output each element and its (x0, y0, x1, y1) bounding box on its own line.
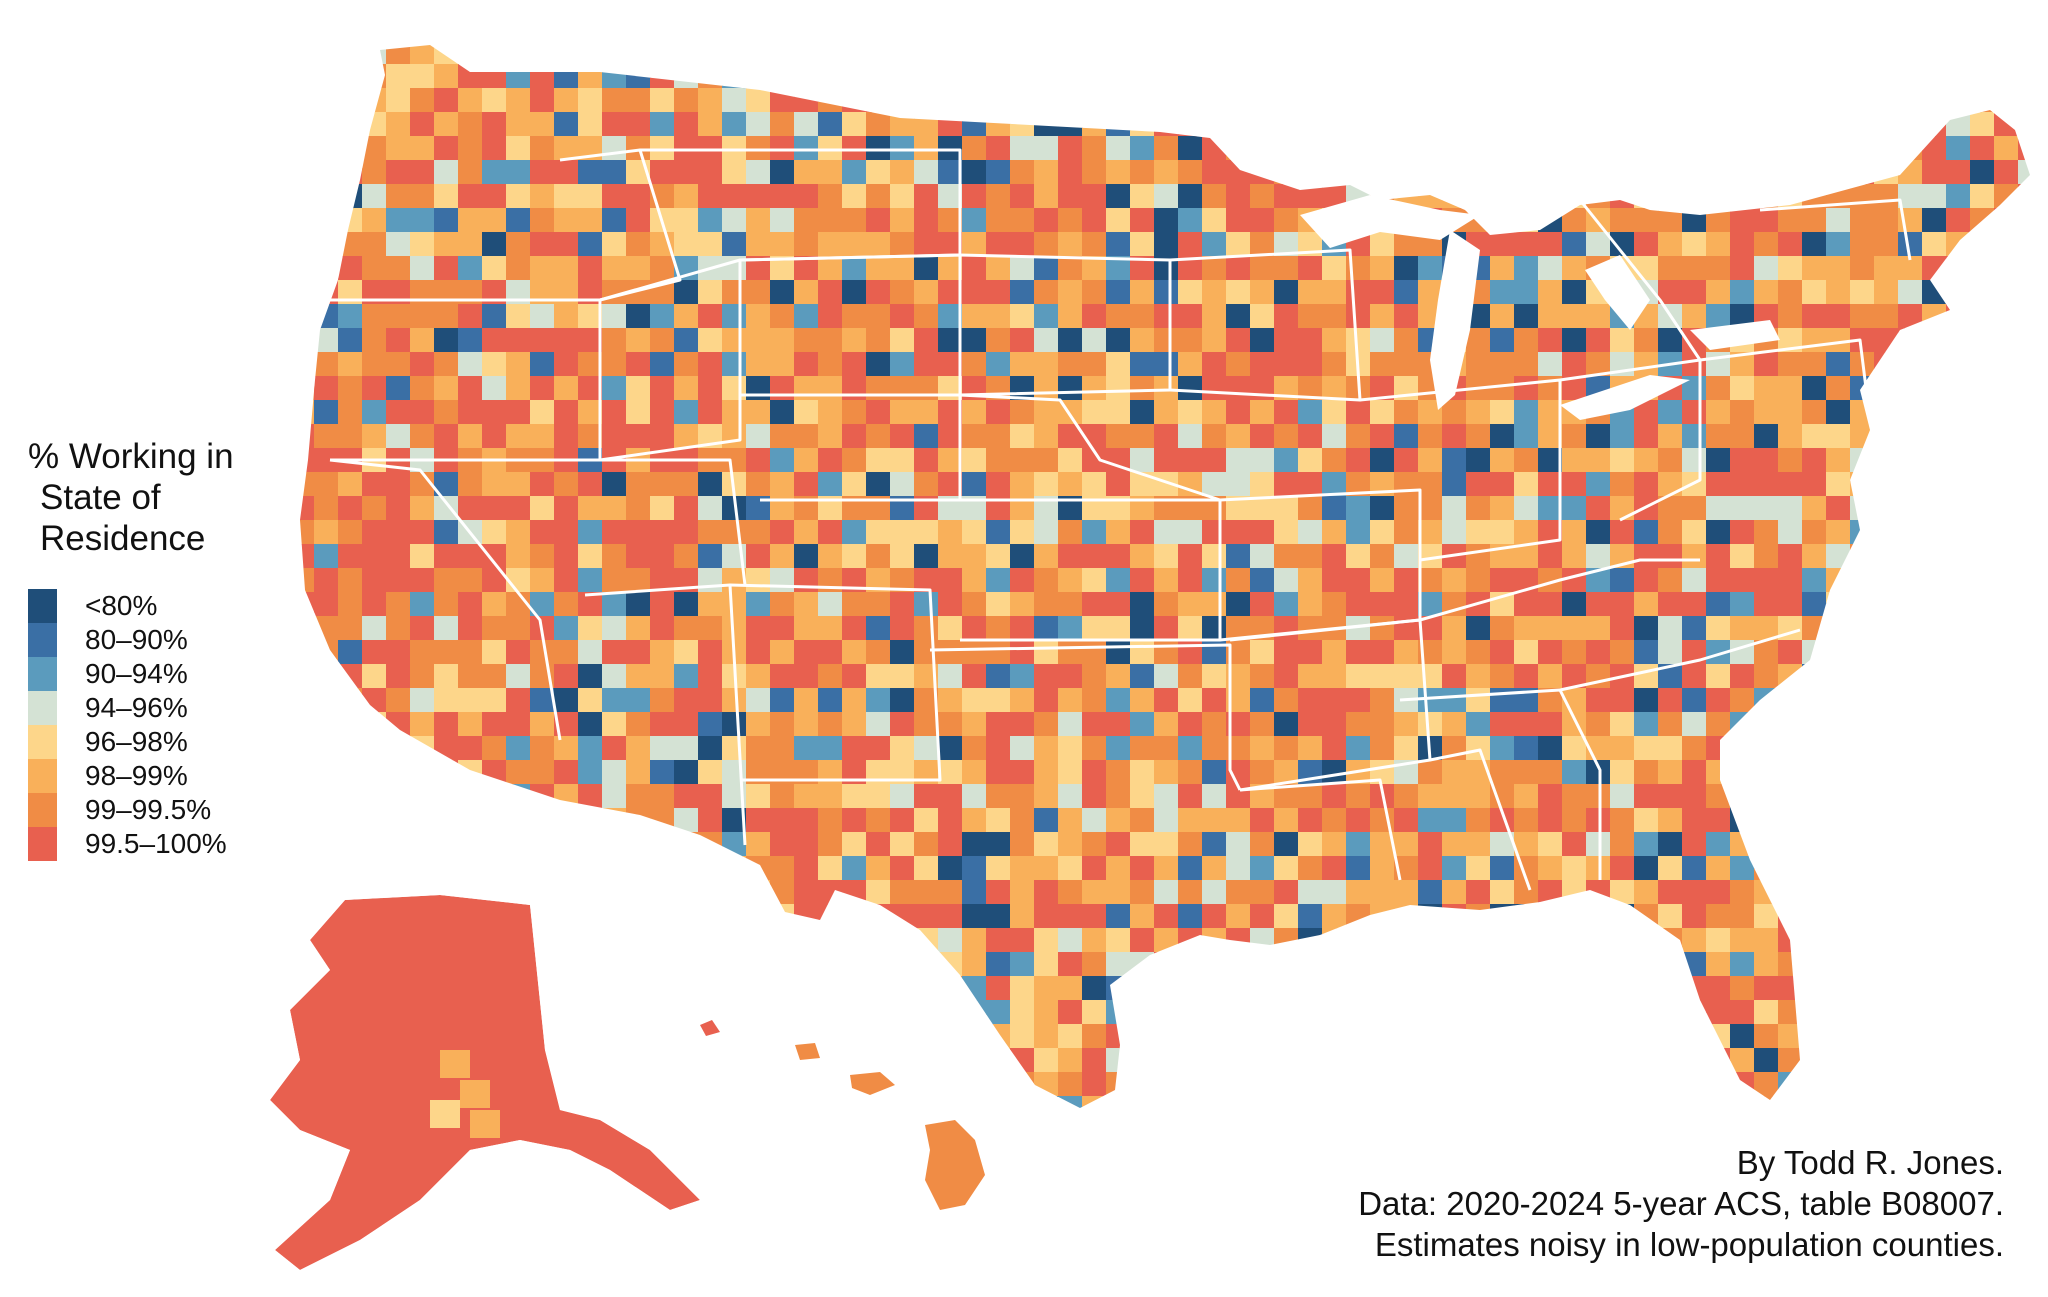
legend-label: <80% (85, 590, 158, 621)
hawaii-island-big-island (925, 1120, 985, 1210)
credit-note: Estimates noisy in low-population counti… (1374, 1226, 2004, 1263)
legend-label: 99–99.5% (85, 794, 212, 825)
alaska-counties (270, 895, 700, 1270)
hawaii-island-oahu (795, 1043, 820, 1060)
credit-author: By Todd R. Jones. (1736, 1144, 2004, 1181)
hawaii-island-kauai (700, 1020, 720, 1036)
legend-label: 94–96% (85, 692, 188, 723)
legend-label: 80–90% (85, 624, 188, 655)
legend-item: 94–96% (28, 691, 234, 725)
great-lakes (1300, 195, 1780, 420)
legend-swatch (28, 691, 57, 725)
legend-swatch (28, 793, 57, 827)
hawaii-island-maui (850, 1072, 895, 1095)
legend-item: 80–90% (28, 623, 234, 657)
legend-title-line-3: Residence (40, 519, 206, 558)
contiguous-us-counties (300, 45, 2030, 1108)
legend-item: <80% (28, 589, 234, 623)
credits: By Todd R. Jones. Data: 2020-2024 5-year… (1358, 1142, 2004, 1265)
hawaii-counties (700, 1020, 985, 1210)
legend-swatch (28, 623, 57, 657)
credit-data-source: Data: 2020-2024 5-year ACS, table B08007… (1358, 1185, 2004, 1222)
legend-swatch (28, 827, 57, 861)
legend-item: 98–99% (28, 759, 234, 793)
legend-title-line-1: % Working in (28, 437, 234, 476)
legend-item: 99.5–100% (28, 827, 234, 861)
legend-swatch (28, 725, 57, 759)
legend-swatch (28, 589, 57, 623)
legend: % Working in State of Residence <80% 80–9… (28, 436, 234, 861)
legend-label: 90–94% (85, 658, 188, 689)
legend-title: % Working in State of Residence (28, 436, 234, 559)
state-borders (329, 148, 1912, 891)
legend-swatch (28, 657, 57, 691)
legend-item: 99–99.5% (28, 793, 234, 827)
legend-title-line-2: State of (40, 478, 161, 517)
legend-label: 99.5–100% (85, 828, 227, 859)
legend-label: 98–99% (85, 760, 188, 791)
legend-item: 96–98% (28, 725, 234, 759)
legend-label: 96–98% (85, 726, 188, 757)
legend-items: <80% 80–90% 90–94% 94–96% 96–98% 98–99% 99–99.… (28, 589, 234, 861)
legend-swatch (28, 759, 57, 793)
legend-item: 90–94% (28, 657, 234, 691)
